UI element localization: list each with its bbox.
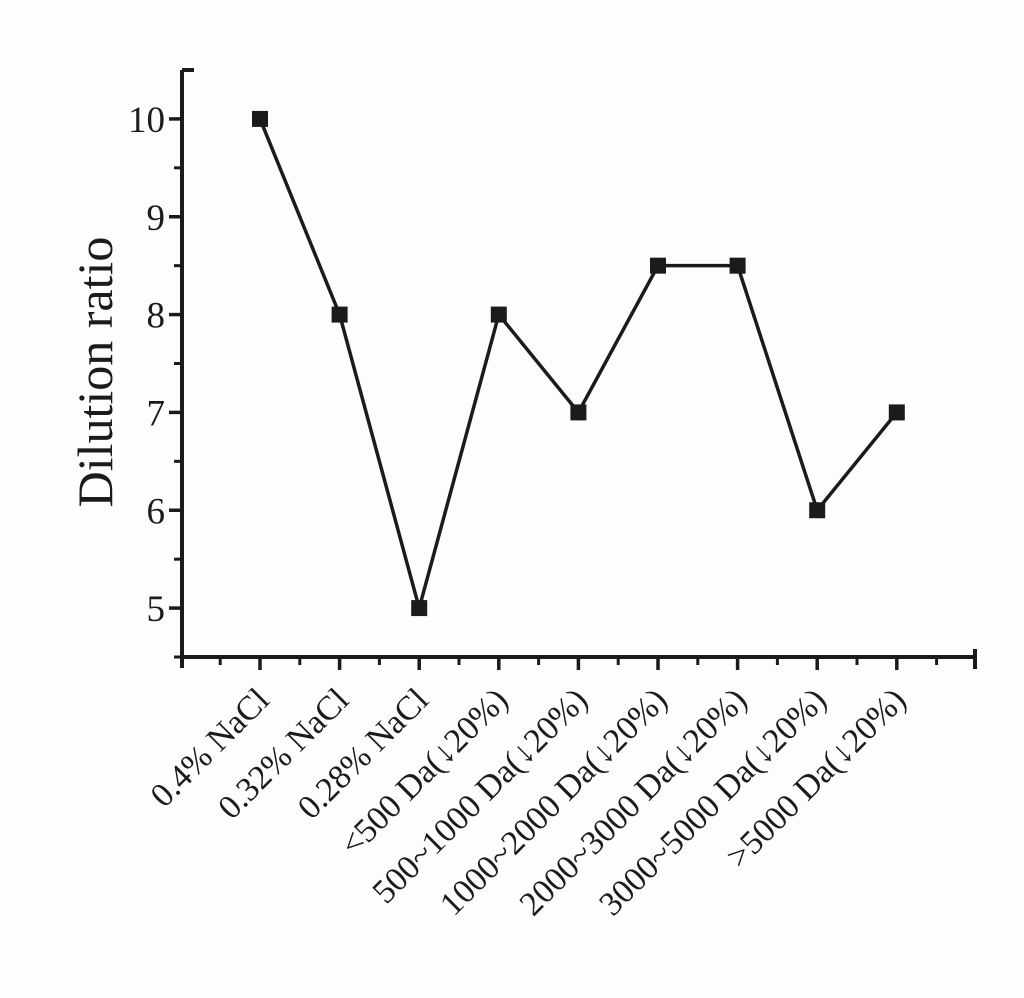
y-tick-label: 6 <box>147 491 166 532</box>
y-axis-title: Dilution ratio <box>67 236 123 508</box>
y-tick-label: 5 <box>147 589 166 630</box>
data-point-marker <box>729 257 746 274</box>
data-line <box>258 117 899 615</box>
data-point-marker <box>570 404 587 421</box>
y-tick-label: 9 <box>147 198 166 239</box>
data-point-marker <box>331 306 348 323</box>
y-tick-label: 8 <box>147 296 166 337</box>
y-tick-label: 7 <box>147 393 166 434</box>
y-tick-label: 10 <box>128 100 165 141</box>
data-point-marker <box>252 110 268 127</box>
data-point-marker <box>888 404 905 421</box>
data-point-marker <box>809 502 826 519</box>
data-point-marker <box>411 600 428 617</box>
data-point-marker <box>490 306 507 323</box>
data-point-marker <box>650 257 666 274</box>
